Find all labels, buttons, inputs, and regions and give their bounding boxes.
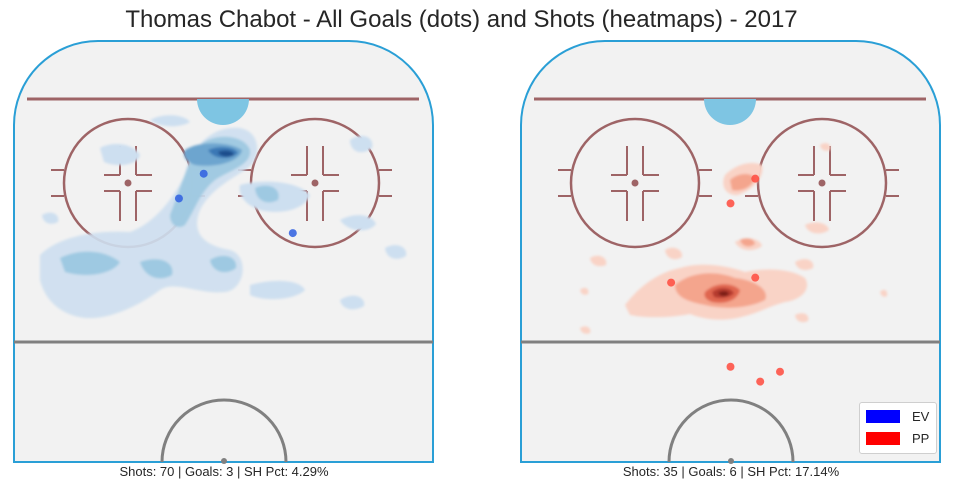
legend-label-ev: EV <box>912 409 930 424</box>
legend-item-pp: PP <box>866 431 929 446</box>
pp-heatmap <box>580 143 888 334</box>
ev-goal-dots <box>174 169 297 238</box>
ev-goal-dot-1 <box>174 194 183 203</box>
legend: EV PP <box>859 402 937 454</box>
pp-goal-dot-6 <box>776 367 784 376</box>
ev-goal-dot-0 <box>199 169 208 178</box>
ev-goal-dot-2 <box>288 229 297 238</box>
legend-label-pp: PP <box>912 431 930 446</box>
ev-caption: Shots: 70 | Goals: 3 | SH Pct: 4.29% <box>119 464 329 479</box>
pp-goal-dot-0 <box>751 174 760 183</box>
rink-pp <box>520 40 941 464</box>
pp-goal-dot-2 <box>751 273 760 282</box>
pp-caption: Shots: 35 | Goals: 6 | SH Pct: 17.14% <box>622 464 840 479</box>
pp-goal-dot-4 <box>726 362 735 371</box>
pp-goal-dot-1 <box>726 199 735 208</box>
pp-goal-dot-3 <box>667 278 676 287</box>
chart-title: Thomas Chabot - All Goals (dots) and Sho… <box>125 6 798 33</box>
legend-swatch-pp <box>866 432 900 445</box>
pp-goal-dots <box>667 174 784 386</box>
rink-ev <box>13 40 434 464</box>
pp-goal-dot-5 <box>756 377 765 386</box>
legend-swatch-ev <box>866 410 900 423</box>
legend-item-ev: EV <box>866 409 929 424</box>
